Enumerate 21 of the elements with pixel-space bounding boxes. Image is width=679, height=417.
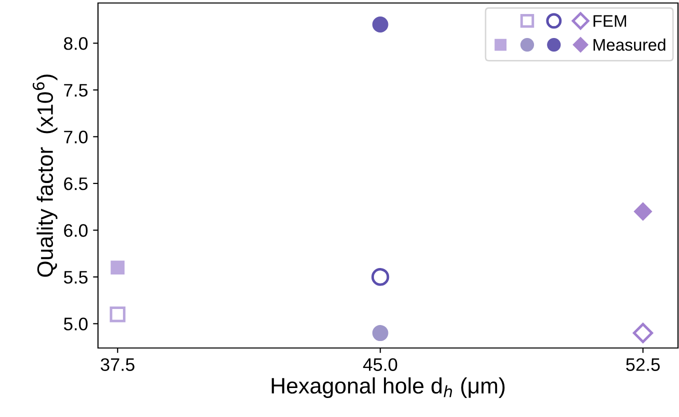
point — [372, 325, 388, 342]
y-tick-label: 5.0 — [64, 318, 88, 330]
y-tick-label: 5.5 — [64, 271, 88, 284]
point — [110, 260, 125, 275]
point — [110, 306, 126, 322]
point — [371, 268, 390, 286]
legend-label: FEM — [594, 15, 626, 27]
y-tick-label: 6.5 — [64, 177, 88, 190]
x-tick-label: 37.5 — [100, 358, 134, 371]
x-axis-title: Hexagonal hole d$_{h}$ (μm) — [272, 377, 505, 398]
x-tick-label: 52.5 — [626, 358, 660, 371]
y-tick-label: 8.0 — [64, 37, 88, 50]
point — [634, 202, 652, 221]
point — [372, 16, 388, 32]
y-axis-title: Quality factor (x10$^{6}$) — [32, 74, 58, 277]
x-tick-label: 45.0 — [363, 358, 398, 371]
y-tick-label: 7.5 — [64, 84, 88, 97]
y-tick-label: 7.0 — [64, 130, 88, 144]
y-tick-label: 6.0 — [64, 224, 88, 237]
point — [632, 322, 654, 344]
legend-label: Measured — [594, 38, 666, 51]
